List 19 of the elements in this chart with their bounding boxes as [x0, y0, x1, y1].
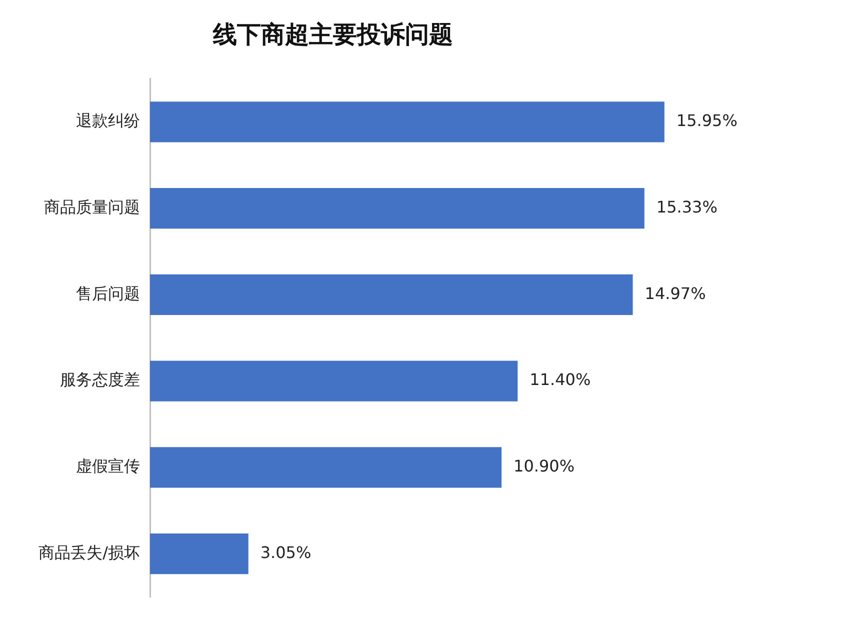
bar [150, 102, 664, 142]
bar [150, 188, 644, 229]
y-tick-label: 商品丢失/损坏 [38, 542, 140, 562]
y-tick-label: 售后问题 [76, 284, 140, 303]
y-tick-label: 服务态度差 [60, 370, 140, 390]
data-label: 10.90% [514, 456, 575, 476]
data-label: 15.33% [656, 198, 718, 217]
bar [150, 447, 502, 488]
data-label: 15.95% [676, 111, 738, 130]
y-tick-label: 虚假宣传 [76, 456, 140, 476]
bar [150, 360, 518, 402]
data-label: 11.40% [530, 370, 591, 390]
data-label: 3.05% [260, 542, 312, 562]
bar [150, 274, 633, 316]
bar [150, 534, 248, 574]
data-label: 14.97% [644, 284, 706, 303]
chart-title: 线下商超主要投诉问题 [212, 20, 453, 49]
y-tick-label: 退款纠纷 [76, 111, 140, 130]
y-tick-label: 商品质量问题 [44, 198, 140, 217]
